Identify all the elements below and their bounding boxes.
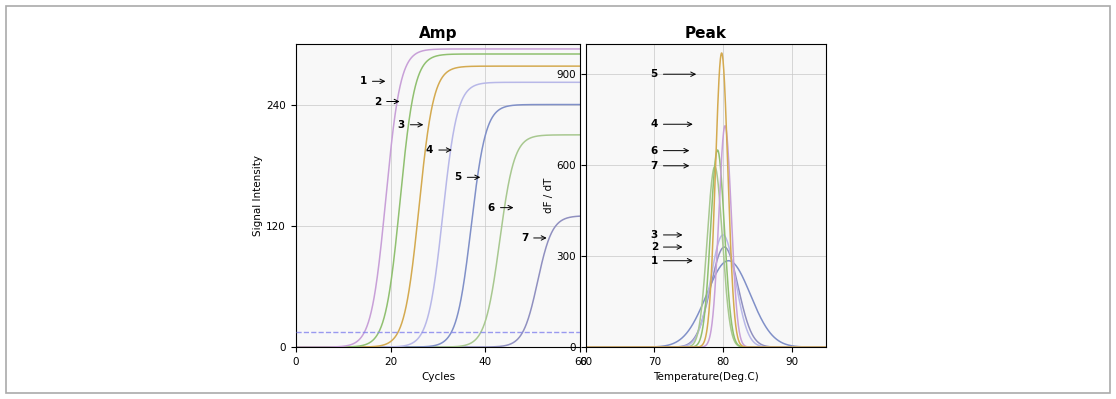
Text: 7: 7 [521, 233, 546, 243]
Y-axis label: Signal Intensity: Signal Intensity [253, 155, 263, 236]
Title: Amp: Amp [418, 26, 458, 41]
Text: 4: 4 [651, 119, 692, 129]
Text: 5: 5 [454, 172, 479, 182]
Text: 6: 6 [488, 203, 512, 213]
Text: 3: 3 [397, 120, 422, 130]
Text: 5: 5 [651, 69, 695, 79]
X-axis label: Cycles: Cycles [421, 372, 455, 382]
Text: 3: 3 [651, 230, 682, 240]
Text: 2: 2 [374, 97, 398, 107]
Text: 7: 7 [651, 161, 689, 171]
Text: 6: 6 [651, 146, 689, 156]
Y-axis label: dF / dT: dF / dT [543, 178, 554, 213]
X-axis label: Temperature(Deg.C): Temperature(Deg.C) [653, 372, 759, 382]
Text: 4: 4 [426, 145, 451, 155]
Title: Peak: Peak [685, 26, 727, 41]
Text: 2: 2 [651, 242, 682, 252]
Text: 1: 1 [359, 76, 384, 86]
Text: 1: 1 [651, 256, 692, 266]
